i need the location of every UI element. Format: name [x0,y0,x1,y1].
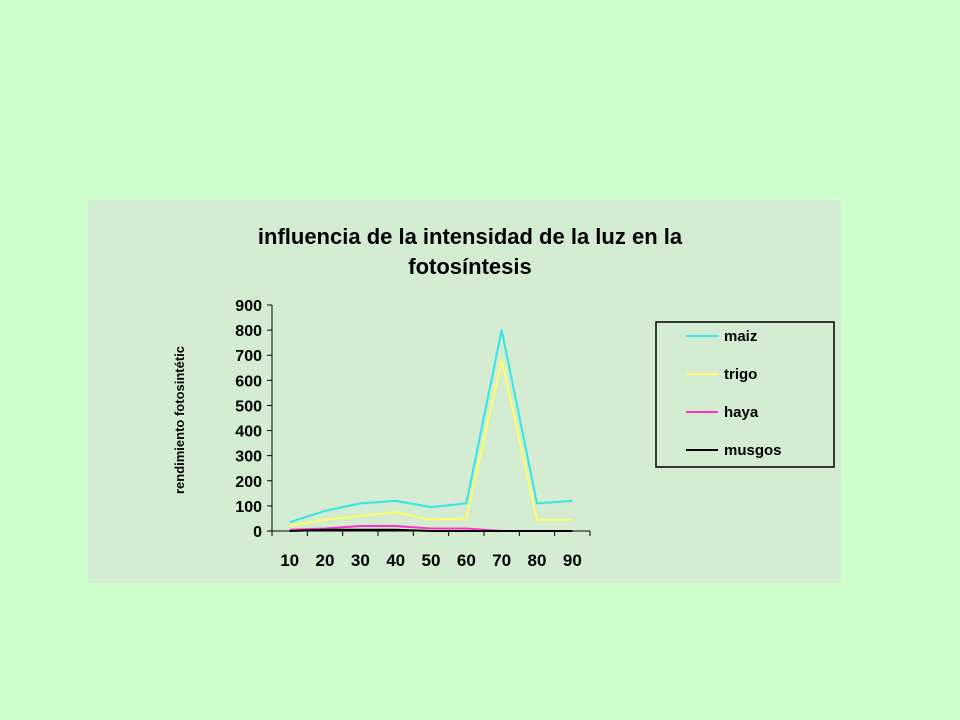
chart-axes [267,304,591,536]
chart-title: influencia de la intensidad de la luz en… [0,222,940,282]
x-tick-label: 70 [492,551,511,570]
series-line-musgos [289,528,573,532]
y-tick-label: 300 [235,449,262,466]
x-tick-label: 80 [528,551,547,570]
legend-label-maiz: maiz [724,328,757,345]
chart-title-line-1: influencia de la intensidad de la luz en… [257,224,683,249]
legend-label-haya: haya [724,404,759,421]
chart-title-line-2: fotosíntesis [408,254,532,279]
legend-label-musgos: musgos [724,442,782,459]
legend-label-trigo: trigo [724,366,757,383]
x-tick-label: 10 [280,551,299,570]
x-tick-label: 30 [351,551,370,570]
y-tick-labels: 0 100 200 300 400 500 600 700 800 900 [235,298,262,541]
x-tick-label: 50 [422,551,441,570]
y-tick-label: 100 [235,499,262,516]
x-tick-label: 90 [563,551,582,570]
series-line-trigo [289,359,573,527]
x-tick-label: 40 [386,551,405,570]
x-tick-label: 20 [316,551,335,570]
legend-box [655,321,835,468]
series-lines [289,329,573,532]
y-tick-label: 0 [253,524,262,541]
y-tick-label: 800 [235,323,262,340]
y-axis-label: rendimiento fotosintétic [172,346,187,494]
y-tick-label: 700 [235,348,262,365]
y-tick-label: 500 [235,398,262,415]
y-tick-label: 200 [235,474,262,491]
x-tick-label: 60 [457,551,476,570]
chart-legend: maiz trigo haya musgos [655,321,835,468]
y-tick-label: 600 [235,373,262,390]
y-tick-label: 400 [235,424,262,441]
series-line-maiz [289,329,573,524]
y-tick-label: 900 [235,298,262,315]
x-tick-labels: 10 20 30 40 50 60 70 80 90 [280,551,582,570]
